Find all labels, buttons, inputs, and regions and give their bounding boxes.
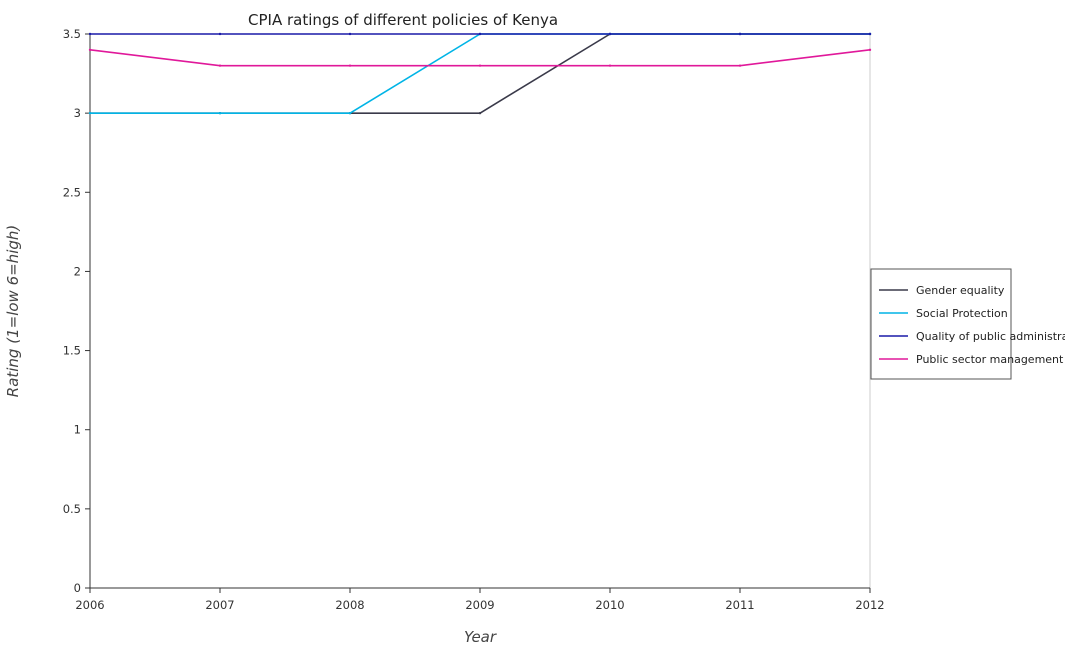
y-tick-label: 3: [74, 106, 81, 120]
data-point: [608, 32, 612, 36]
x-tick-label: 2011: [725, 598, 754, 612]
y-tick-label: 1: [74, 423, 81, 437]
x-tick-label: 2008: [335, 598, 364, 612]
y-tick-label: 2: [74, 264, 81, 278]
x-axis-label: Year: [464, 628, 497, 646]
chart-title: CPIA ratings of different policies of Ke…: [248, 11, 558, 29]
data-point: [348, 32, 352, 36]
data-point: [218, 64, 222, 67]
data-point: [608, 64, 612, 67]
x-tick-label: 2010: [595, 598, 624, 612]
data-point: [738, 64, 742, 67]
y-axis-label: Rating (1=low 6=high): [4, 225, 22, 397]
legend: Gender equality Social Protection Quality …: [870, 268, 1065, 380]
data-point: [348, 64, 352, 67]
data-point: [218, 111, 222, 115]
data-point: [218, 32, 222, 36]
legend-label: Gender equality: [916, 284, 1005, 297]
data-point: [868, 32, 872, 36]
y-tick-label: 0: [74, 581, 81, 595]
y-axis: 0 0.5 1 1.5 2 2.5 3 3.5: [63, 27, 91, 595]
series-lines: [88, 32, 872, 115]
x-tick-label: 2012: [855, 598, 884, 612]
plot-area: [89, 33, 871, 589]
data-point: [868, 48, 872, 52]
x-tick-label: 2009: [465, 598, 494, 612]
data-point: [738, 32, 742, 36]
data-point: [478, 32, 482, 36]
legend-label: Public sector management: [916, 353, 1064, 366]
y-tick-label: 0.5: [63, 502, 81, 516]
data-point: [88, 32, 92, 36]
x-tick-label: 2007: [205, 598, 234, 612]
legend-box: [870, 268, 1012, 380]
legend-label: Social Protection: [916, 307, 1008, 320]
data-point: [88, 111, 92, 115]
data-point: [348, 111, 352, 115]
data-point: [478, 111, 482, 115]
data-point: [478, 64, 482, 67]
y-tick-label: 1.5: [63, 344, 81, 358]
y-tick-label: 3.5: [63, 27, 81, 41]
x-tick-label: 2006: [75, 598, 104, 612]
legend-label: Quality of public administration: [916, 330, 1065, 343]
y-tick-label: 2.5: [63, 185, 81, 199]
data-point: [88, 48, 92, 52]
x-axis: 2006 2007 2008 2009 2010 2011 2012: [75, 587, 885, 612]
